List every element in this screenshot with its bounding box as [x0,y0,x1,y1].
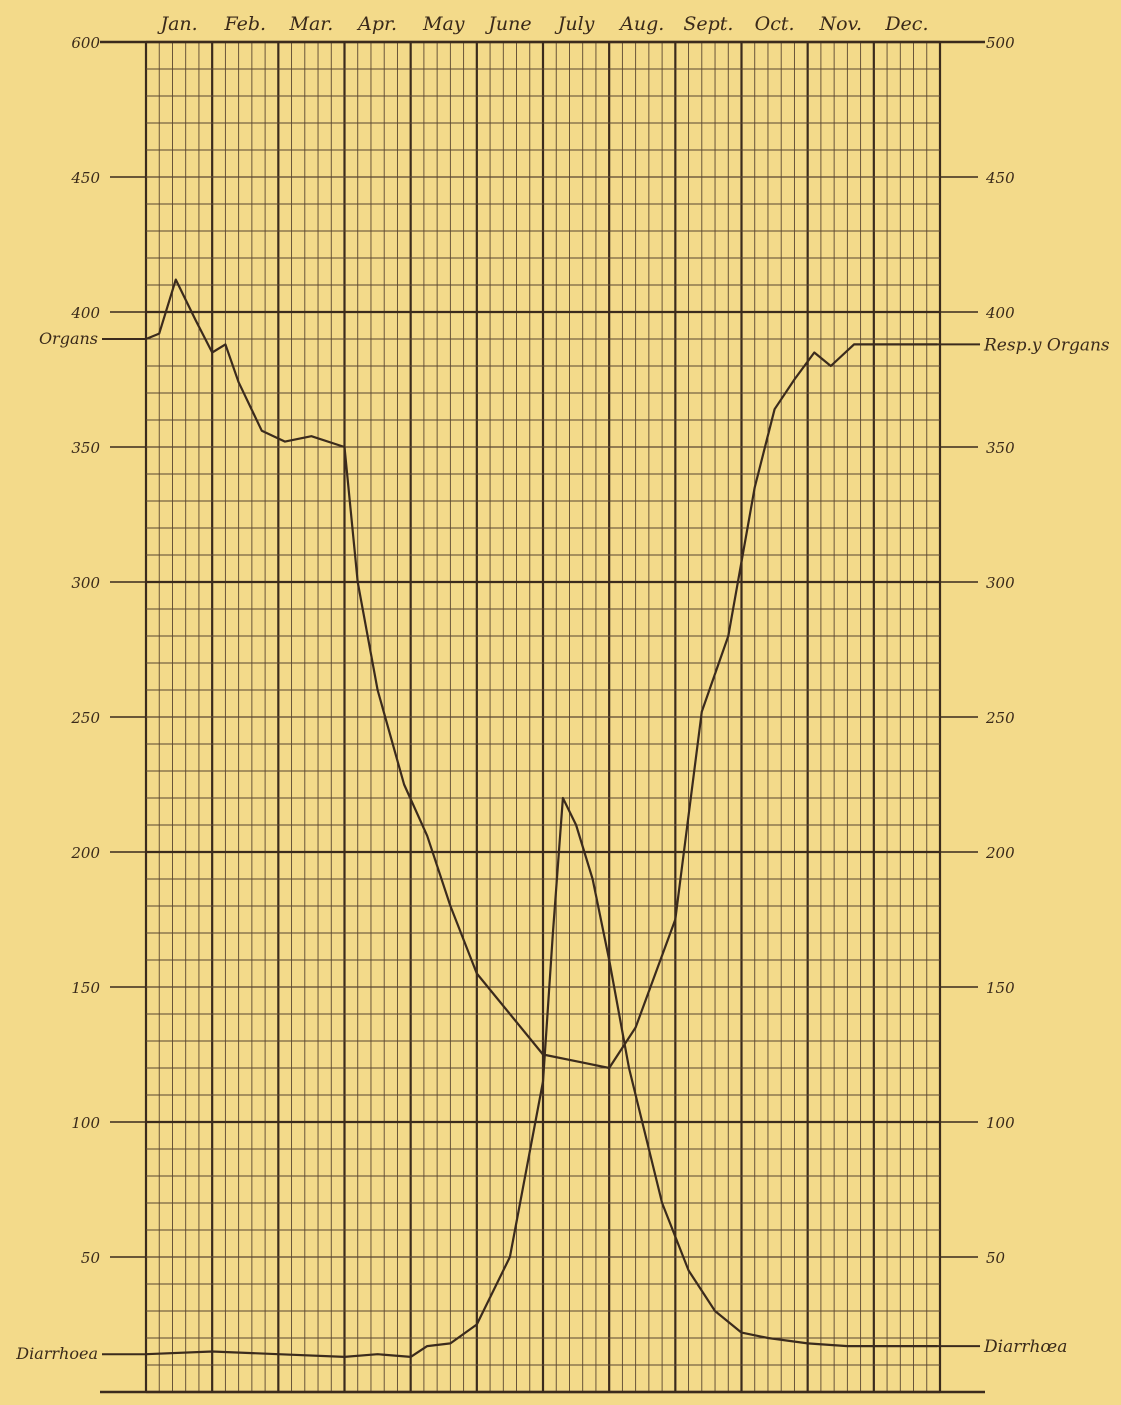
right-tick-label: 200 [985,844,1015,862]
month-label: June [484,13,531,35]
diarrhoea-right-label: Diarrhœa [983,1337,1067,1357]
resp-organs-line [144,278,938,1070]
month-labels: Jan. Feb. Mar. Apr. May June July Aug. Sept. Oct.… [156,13,928,35]
right-tick-label: 400 [985,304,1015,322]
month-label: May [422,13,465,35]
month-label: Jan. [156,13,197,35]
right-tick-label: 50 [986,1249,1006,1267]
resp-organs-right-label: Resp.y Organs [983,335,1110,355]
left-tick-label: 300 [71,574,100,592]
right-tick-label: 450 [985,169,1015,187]
month-label: Aug. [618,13,664,35]
left-tick-label: 600 [71,34,100,52]
month-label: Oct. [755,13,795,35]
resp-organs-left-label: Organs [39,329,98,348]
right-axis: 500 450 400 350 300 250 200 150 100 50 [940,34,1015,1267]
right-tick-label: 500 [986,34,1015,52]
right-tick-label: 250 [985,709,1015,727]
month-label: July [554,13,595,35]
left-tick-label: 400 [70,304,100,322]
left-tick-label: 350 [71,439,100,457]
right-tick-label: 150 [986,979,1015,997]
left-axis: 600 450 400 350 300 250 200 150 100 50 [70,34,146,1267]
left-tick-label: 100 [71,1114,100,1132]
diarrhoea-left-label: Diarrhoea [15,1344,98,1363]
diarrhoea-line [144,796,938,1358]
month-label: Apr. [356,13,397,35]
right-tick-label: 350 [986,439,1015,457]
month-label: Mar. [289,13,334,35]
right-tick-label: 300 [986,574,1015,592]
month-label: Feb. [223,13,266,35]
month-label: Sept. [683,13,733,35]
month-label: Nov. [818,13,862,35]
left-tick-label: 200 [70,844,100,862]
left-tick-label: 150 [71,979,100,997]
series-labels: Organs Resp.y Organs Diarrhoea Diarrhœa [15,329,1110,1363]
series-lines [102,278,980,1358]
grid [100,40,985,1394]
right-tick-label: 100 [986,1114,1015,1132]
left-tick-label: 50 [81,1249,101,1267]
month-label: Dec. [884,13,928,35]
left-tick-label: 450 [70,169,100,187]
left-tick-label: 250 [70,709,100,727]
